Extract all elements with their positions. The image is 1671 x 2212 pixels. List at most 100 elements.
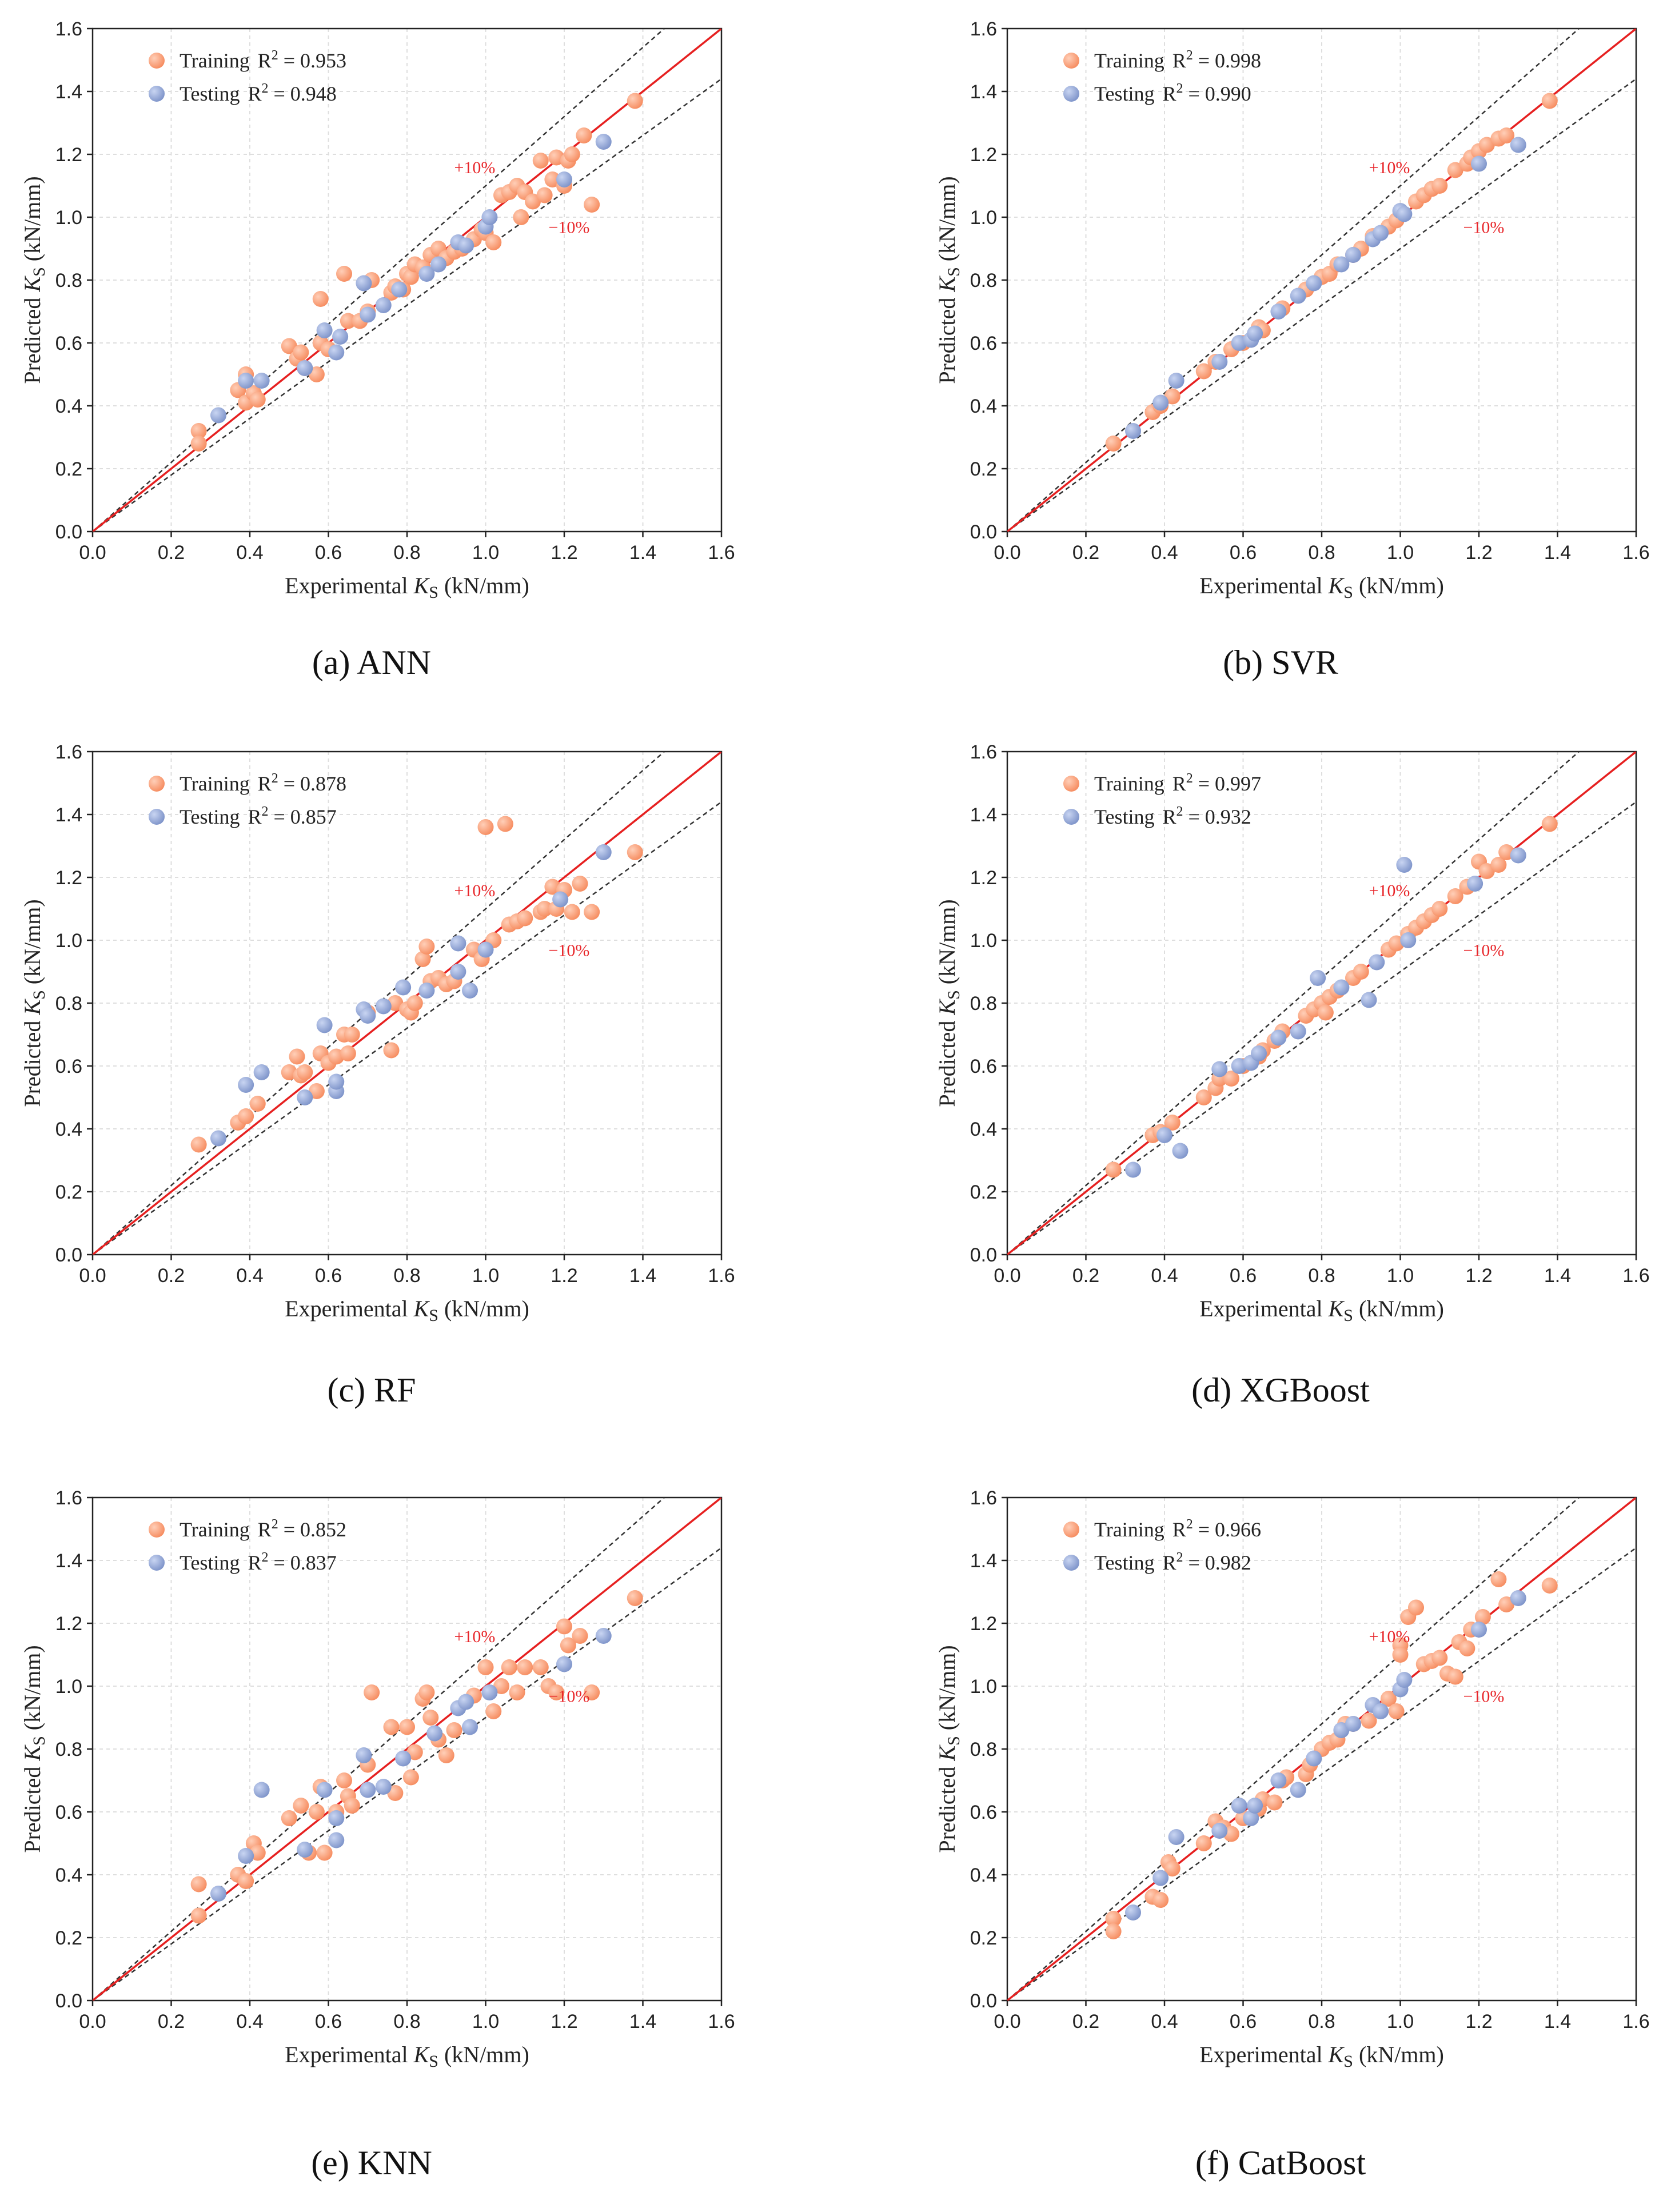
y-tick-label: 0.6 bbox=[970, 333, 997, 354]
testing-point bbox=[450, 964, 466, 980]
training-point bbox=[308, 366, 325, 382]
training-point bbox=[1431, 1650, 1448, 1666]
y-tick-label: 0.0 bbox=[55, 521, 82, 543]
testing-point bbox=[1510, 137, 1526, 153]
training-point bbox=[1353, 964, 1369, 980]
legend-training-entry: Training R2 = 0.997 bbox=[1094, 771, 1261, 795]
training-point bbox=[406, 1744, 423, 1760]
legend: Training R2 = 0.852 Testing R2 = 0.837 bbox=[149, 1517, 346, 1574]
testing-point bbox=[375, 998, 392, 1015]
x-tick-label: 1.2 bbox=[1465, 2011, 1492, 2033]
y-tick-label: 0.4 bbox=[970, 1864, 997, 1886]
x-tick-label: 0.6 bbox=[1230, 2011, 1257, 2033]
minus-10-line bbox=[93, 78, 721, 532]
legend-training-r2: 0.852 bbox=[300, 1518, 346, 1541]
training-point bbox=[406, 995, 423, 1011]
minus-10-label: −10% bbox=[1463, 941, 1505, 960]
y-tick-label: 1.6 bbox=[970, 1487, 997, 1509]
minus-10-line bbox=[1007, 78, 1636, 532]
x-tick-label: 1.4 bbox=[629, 542, 656, 564]
legend-training-entry: Training R2 = 0.966 bbox=[1094, 1517, 1261, 1541]
y-tick-label: 1.2 bbox=[970, 1613, 997, 1635]
legend-training-marker bbox=[149, 53, 165, 69]
training-point bbox=[312, 291, 329, 307]
training-point bbox=[1474, 1609, 1491, 1625]
training-point bbox=[1361, 1712, 1377, 1729]
legend-training-r2: 0.997 bbox=[1215, 772, 1261, 795]
legend-testing-entry: Testing R2 = 0.990 bbox=[1094, 81, 1251, 105]
training-point bbox=[190, 1907, 207, 1924]
y-tick-label: 0.2 bbox=[970, 1181, 997, 1203]
y-tick-label: 0.4 bbox=[55, 1864, 82, 1886]
testing-point bbox=[552, 891, 569, 908]
testing-point bbox=[1396, 857, 1413, 873]
y-tick-label: 1.4 bbox=[970, 1550, 997, 1572]
x-tick-label: 0.2 bbox=[1072, 542, 1099, 564]
y-axis-label: Predicted KS (kN/mm) bbox=[19, 899, 49, 1107]
legend-testing-entry: Testing R2 = 0.948 bbox=[180, 81, 337, 105]
y-tick-label: 0.8 bbox=[55, 1739, 82, 1760]
y-tick-label: 1.0 bbox=[55, 930, 82, 952]
testing-point bbox=[426, 1725, 443, 1742]
training-point bbox=[249, 1096, 266, 1112]
training-point bbox=[364, 1684, 380, 1700]
training-point bbox=[1447, 888, 1463, 904]
y-tick-label: 1.2 bbox=[55, 144, 82, 166]
x-axis-label: Experimental KS (kN/mm) bbox=[1199, 2042, 1444, 2071]
x-axis-label: Experimental KS (kN/mm) bbox=[1199, 573, 1444, 602]
testing-point bbox=[360, 306, 376, 323]
plus-10-label: +10% bbox=[1369, 1627, 1410, 1646]
y-tick-label: 0.0 bbox=[970, 1990, 997, 2012]
y-tick-label: 1.6 bbox=[55, 18, 82, 40]
training-point bbox=[477, 1659, 494, 1675]
legend-testing-label: Testing bbox=[1094, 805, 1154, 828]
minus-10-label: −10% bbox=[549, 218, 590, 237]
testing-point bbox=[375, 1779, 392, 1795]
x-tick-label: 1.2 bbox=[551, 2011, 577, 2033]
legend-training-marker bbox=[1063, 53, 1079, 69]
testing-point bbox=[462, 983, 478, 999]
testing-point bbox=[1361, 992, 1377, 1008]
testing-point bbox=[238, 373, 254, 389]
training-point bbox=[1105, 1911, 1122, 1927]
training-point bbox=[402, 269, 419, 285]
legend: Training R2 = 0.997 Testing R2 = 0.932 bbox=[1063, 771, 1261, 828]
testing-point bbox=[297, 360, 313, 376]
training-point bbox=[1195, 1089, 1212, 1105]
x-tick-label: 0.0 bbox=[994, 1265, 1020, 1287]
training-point bbox=[1490, 1571, 1507, 1587]
y-tick-label: 0.8 bbox=[55, 270, 82, 292]
testing-point bbox=[1125, 1904, 1141, 1920]
training-point bbox=[548, 1684, 565, 1700]
testing-point bbox=[418, 266, 435, 282]
plus-10-line bbox=[93, 29, 665, 532]
training-point bbox=[576, 127, 592, 143]
testing-point bbox=[458, 237, 474, 254]
training-point bbox=[1105, 436, 1122, 452]
x-tick-label: 0.4 bbox=[236, 542, 263, 564]
training-point bbox=[344, 1027, 360, 1043]
minus-10-line bbox=[1007, 801, 1636, 1255]
y-tick-label: 1.6 bbox=[55, 741, 82, 763]
plus-10-line bbox=[93, 752, 665, 1255]
plus-10-line bbox=[1007, 29, 1580, 532]
y-tick-label: 1.2 bbox=[970, 867, 997, 889]
y-axis-label: Predicted KS (kN/mm) bbox=[19, 176, 49, 384]
legend-testing-label: Testing bbox=[180, 82, 240, 105]
x-tick-label: 1.4 bbox=[629, 1265, 656, 1287]
chart-svg-catboost: 0.00.0 0.2 0.2 0.4 0.4 0.6 0.6 0.8 0.8 1.0 1.0 1.2 1… bbox=[934, 1487, 1650, 2071]
legend-testing-r2: 0.990 bbox=[1205, 82, 1251, 105]
training-point bbox=[572, 876, 588, 892]
testing-point bbox=[332, 329, 349, 345]
x-tick-label: 0.2 bbox=[1072, 1265, 1099, 1287]
x-tick-label: 0.8 bbox=[393, 2011, 420, 2033]
testing-point bbox=[556, 1656, 572, 1672]
training-point bbox=[544, 171, 561, 187]
x-tick-label: 0.4 bbox=[1151, 1265, 1178, 1287]
training-point bbox=[1431, 901, 1448, 917]
testing-point bbox=[1310, 970, 1326, 986]
caption-rf: (c) RF bbox=[327, 1371, 416, 1409]
panel-ann: 0.0 0.0 0.2 0.2 0.4 0.4 0.6 0.6 0.8 0.8 1.0 1.0 1.2 1… bbox=[11, 11, 755, 726]
training-point bbox=[190, 1876, 207, 1892]
training-point bbox=[1459, 1640, 1475, 1656]
